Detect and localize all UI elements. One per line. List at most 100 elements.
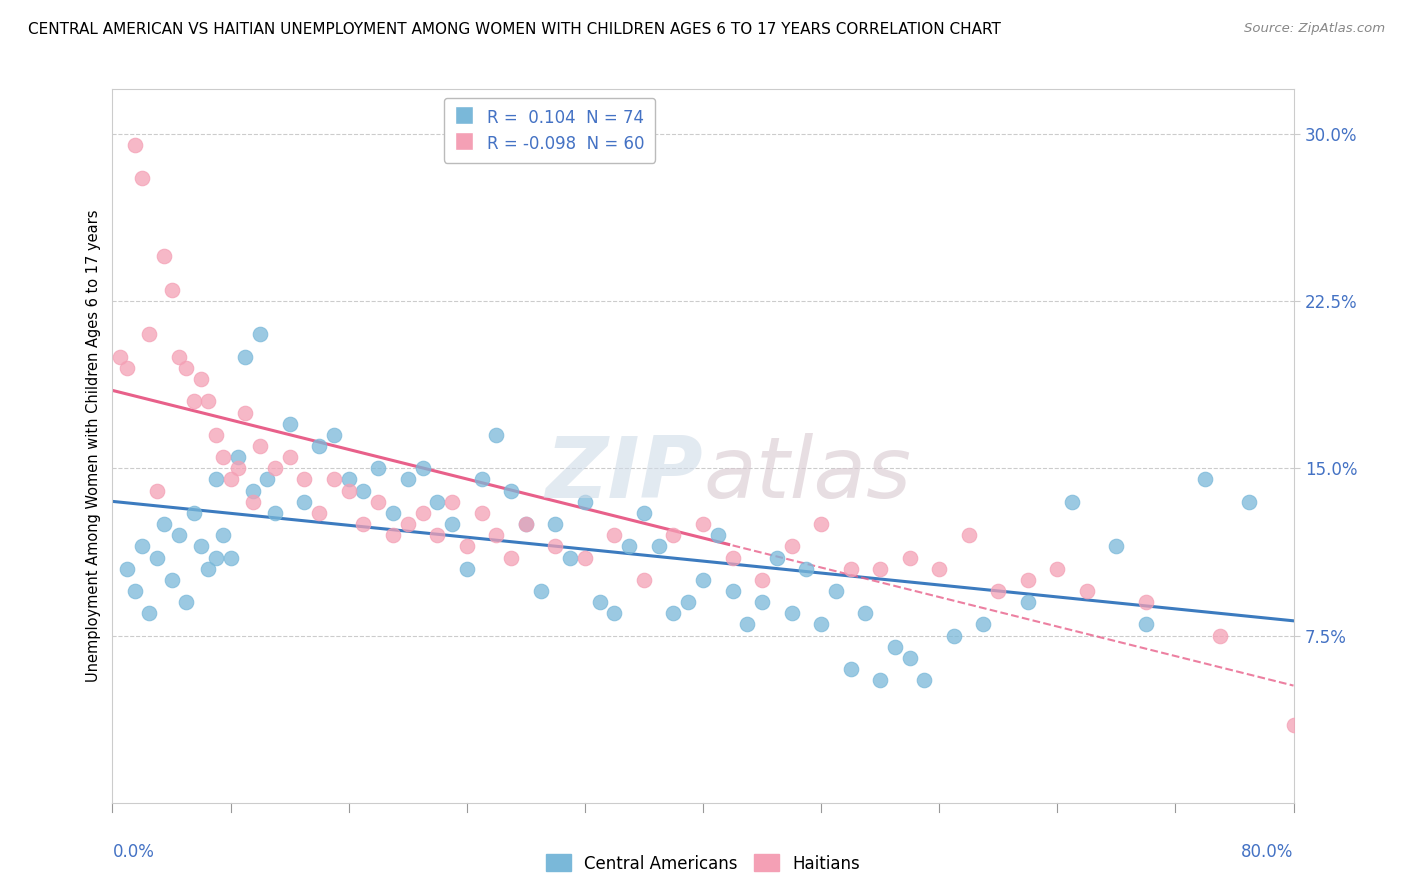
Point: [721, 583, 744, 598]
Point: [174, 595, 197, 609]
Point: [796, 562, 818, 576]
Point: [190, 539, 212, 553]
Point: [396, 517, 419, 532]
Point: [1017, 595, 1039, 609]
Point: [197, 394, 219, 409]
Point: [529, 583, 551, 598]
Point: [647, 539, 671, 553]
Point: [205, 550, 228, 565]
Point: [233, 405, 256, 420]
Point: [426, 494, 449, 508]
Point: [292, 473, 315, 487]
Point: [855, 607, 877, 621]
Point: [914, 673, 936, 687]
Point: [190, 372, 212, 386]
Point: [183, 506, 205, 520]
Point: [633, 573, 655, 587]
Point: [323, 428, 346, 442]
Point: [160, 573, 183, 587]
Point: [160, 283, 183, 297]
Point: [242, 483, 264, 498]
Point: [337, 473, 360, 487]
Point: [153, 249, 176, 264]
Point: [396, 473, 419, 487]
Point: [662, 528, 685, 542]
Point: [242, 494, 264, 508]
Point: [197, 562, 219, 576]
Point: [205, 473, 228, 487]
Point: [226, 450, 249, 464]
Point: [810, 617, 832, 632]
Point: [441, 494, 464, 508]
Point: [574, 494, 596, 508]
Point: [352, 483, 374, 498]
Point: [456, 539, 478, 553]
Point: [501, 483, 523, 498]
Text: atlas: atlas: [703, 433, 911, 516]
Point: [501, 550, 523, 565]
Point: [264, 506, 287, 520]
Point: [485, 428, 508, 442]
Point: [382, 528, 405, 542]
Point: [928, 562, 950, 576]
Point: [219, 550, 242, 565]
Point: [470, 506, 494, 520]
Point: [1208, 628, 1232, 642]
Point: [441, 517, 464, 532]
Point: [212, 528, 235, 542]
Point: [824, 583, 846, 598]
Point: [456, 562, 478, 576]
Point: [308, 439, 330, 453]
Text: Source: ZipAtlas.com: Source: ZipAtlas.com: [1244, 22, 1385, 36]
Point: [124, 137, 146, 152]
Y-axis label: Unemployment Among Women with Children Ages 6 to 17 years: Unemployment Among Women with Children A…: [86, 210, 101, 682]
Point: [751, 573, 773, 587]
Point: [869, 673, 891, 687]
Point: [367, 494, 389, 508]
Point: [692, 573, 714, 587]
Point: [766, 550, 789, 565]
Point: [226, 461, 249, 475]
Point: [485, 528, 508, 542]
Point: [721, 550, 744, 565]
Point: [146, 483, 169, 498]
Point: [249, 439, 271, 453]
Text: 0.0%: 0.0%: [112, 843, 155, 861]
Point: [692, 517, 714, 532]
Point: [633, 506, 655, 520]
Point: [515, 517, 537, 532]
Point: [780, 607, 803, 621]
Point: [323, 473, 346, 487]
Point: [544, 517, 567, 532]
Point: [678, 595, 700, 609]
Point: [1194, 473, 1216, 487]
Point: [337, 483, 360, 498]
Point: [382, 506, 405, 520]
Point: [352, 517, 374, 532]
Point: [278, 417, 301, 431]
Point: [957, 528, 980, 542]
Point: [737, 617, 759, 632]
Point: [264, 461, 287, 475]
Text: CENTRAL AMERICAN VS HAITIAN UNEMPLOYMENT AMONG WOMEN WITH CHILDREN AGES 6 TO 17 : CENTRAL AMERICAN VS HAITIAN UNEMPLOYMENT…: [28, 22, 1001, 37]
Point: [138, 607, 160, 621]
Point: [751, 595, 773, 609]
Point: [124, 583, 146, 598]
Point: [1017, 573, 1039, 587]
Point: [167, 350, 190, 364]
Point: [1062, 494, 1084, 508]
Point: [1135, 617, 1157, 632]
Point: [117, 562, 138, 576]
Point: [515, 517, 537, 532]
Text: ZIP: ZIP: [546, 433, 703, 516]
Point: [1076, 583, 1098, 598]
Point: [603, 607, 626, 621]
Point: [987, 583, 1010, 598]
Point: [1046, 562, 1069, 576]
Legend: R =  0.104  N = 74, R = -0.098  N = 60: R = 0.104 N = 74, R = -0.098 N = 60: [444, 97, 655, 162]
Point: [367, 461, 389, 475]
Point: [470, 473, 494, 487]
Point: [884, 640, 907, 654]
Point: [183, 394, 205, 409]
Point: [256, 473, 278, 487]
